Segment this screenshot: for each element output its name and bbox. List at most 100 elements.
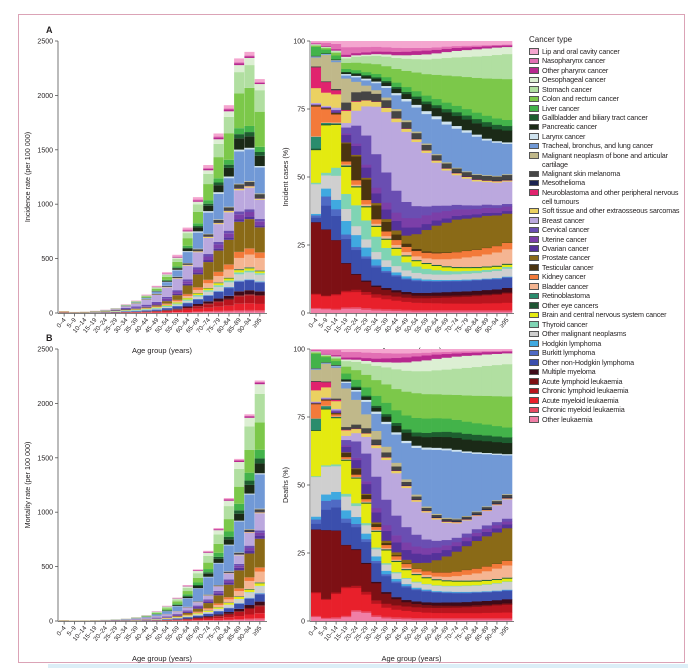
segment-a-pct-2-24 xyxy=(331,123,342,124)
segment-b-pct-1-23 xyxy=(321,405,332,407)
segment-a-pct-8-16 xyxy=(391,121,402,191)
segment-a-pct-0-23 xyxy=(311,135,322,137)
segment-a-pct-2-3 xyxy=(331,50,342,52)
segment-a-pct-15-18 xyxy=(461,209,473,216)
legend-label: Prostate cancer xyxy=(542,253,591,263)
segment-b-pct-15-6 xyxy=(461,421,473,434)
segment-b-pct-17-4 xyxy=(481,365,493,396)
segment-a-pct-14-3 xyxy=(451,50,463,58)
segment-b-pct-16-7 xyxy=(471,434,483,441)
segment-b-rate-13-8 xyxy=(192,586,203,589)
segment-a-rate-15-22 xyxy=(213,271,224,277)
segment-b-pct-18-7 xyxy=(491,436,503,443)
segment-b-pct-15-32 xyxy=(461,601,473,606)
segment-b-rate-18-16 xyxy=(244,532,255,546)
segment-b-rate-19-6 xyxy=(254,449,265,459)
segment-a-pct-6-23 xyxy=(371,223,382,226)
segment-b-rate-17-8 xyxy=(234,513,245,521)
segment-b-pct-0-5 xyxy=(311,352,322,354)
segment-a-rate-12-3 xyxy=(182,231,193,234)
segment-a-rate-16-3 xyxy=(223,111,234,117)
segment-b-pct-15-28 xyxy=(461,585,473,592)
segment-b-pct-12-22 xyxy=(431,572,442,577)
segment-a-pct-12-13 xyxy=(431,159,442,161)
segment-a-pct-5-23 xyxy=(361,204,372,207)
segment-b-pct-3-35 xyxy=(341,587,352,616)
segment-a-pct-19-32 xyxy=(501,287,513,293)
segment-a-rate-11-1 xyxy=(172,256,183,257)
segment-a-rate-19-0 xyxy=(254,79,265,83)
segment-a-rate-11-0 xyxy=(172,254,183,257)
segment-a-pct-19-36 xyxy=(501,309,513,312)
segment-a-rate-15-16 xyxy=(213,224,224,242)
segment-b-rate-16-7 xyxy=(223,536,234,540)
segment-a-pct-12-27 xyxy=(431,270,442,275)
segment-a-pct-14-28 xyxy=(451,273,463,280)
segment-a-pct-12-26 xyxy=(431,265,442,271)
segment-b-pct-1-31 xyxy=(321,509,332,531)
segment-b-pct-2-2 xyxy=(331,354,342,357)
segment-b-pct-15-30 xyxy=(461,592,473,594)
segment-a-pct-10-10 xyxy=(411,107,422,132)
panel-b-mortality-rate-chart: 050010001500200025000–45–910–1415–1920–2… xyxy=(23,347,267,663)
segment-a-rate-19-3 xyxy=(254,84,265,91)
segment-b-rate-16-12 xyxy=(223,571,234,573)
segment-b-pct-1-30 xyxy=(321,500,332,510)
segment-b-pct-11-29 xyxy=(421,589,432,591)
segment-b-pct-9-19 xyxy=(401,549,412,560)
segment-a-pct-10-2 xyxy=(411,50,422,55)
legend-item: Breast cancer xyxy=(529,216,689,226)
segment-b-pct-7-0 xyxy=(381,349,392,354)
segment-a-rate-8-18 xyxy=(141,306,152,307)
segment-b-pct-14-6 xyxy=(451,419,463,433)
segment-b-pct-9-3 xyxy=(401,362,412,371)
segment-a-rate-17-32 xyxy=(234,291,245,296)
segment-b-pct-11-13 xyxy=(421,510,432,511)
segment-a-pct-19-5 xyxy=(501,78,513,121)
segment-a-pct-16-7 xyxy=(471,118,483,124)
segment-a-pct-17-35 xyxy=(481,303,493,311)
segment-a-rate-13-16 xyxy=(192,252,203,268)
segment-a-rate-19-36 xyxy=(254,310,265,312)
segment-a-rate-15-11 xyxy=(213,219,224,220)
segment-b-pct-9-31 xyxy=(401,587,412,601)
segment-a-rate-15-20 xyxy=(213,250,224,272)
segment-a-rate-15-7 xyxy=(213,182,224,186)
segment-b-pct-13-5 xyxy=(441,394,452,419)
segment-a-pct-15-15 xyxy=(461,176,473,179)
segment-a-pct-1-2 xyxy=(321,45,332,47)
segment-b-pct-15-5 xyxy=(461,395,473,422)
segment-a-pct-6-0 xyxy=(371,41,382,47)
segment-b-rate-15-22 xyxy=(213,603,224,606)
legend-label: Bladder cancer xyxy=(542,281,589,291)
segment-b-rate-18-3 xyxy=(244,417,255,427)
segment-a-pct-1-21 xyxy=(321,108,332,110)
segment-a-pct-12-34 xyxy=(431,297,442,304)
segment-a-pct-19-2 xyxy=(501,45,513,48)
segment-a-pct-5-31 xyxy=(361,258,372,281)
segment-a-pct-0-16 xyxy=(311,102,322,105)
segment-b-pct-9-8 xyxy=(401,432,412,441)
segment-a-pct-1-10 xyxy=(321,53,332,55)
segment-b-pct-7-17 xyxy=(381,499,392,526)
segment-b-pct-2-27 xyxy=(331,464,342,467)
segment-a-pct-19-26 xyxy=(501,264,513,267)
segment-b-pct-5-1 xyxy=(361,352,372,359)
segment-a-rate-19-23 xyxy=(254,257,265,271)
legend-label: Ovarian cancer xyxy=(542,243,589,253)
segment-b-pct-5-35 xyxy=(361,594,372,612)
panel-label-b: B xyxy=(46,333,53,343)
segment-b-pct-4-10 xyxy=(351,391,362,400)
segment-b-pct-2-31 xyxy=(331,507,342,531)
segment-a-pct-6-21 xyxy=(371,205,382,220)
segment-a-pct-10-32 xyxy=(411,292,422,296)
segment-b-rate-18-11 xyxy=(244,529,255,530)
segment-a-pct-11-7 xyxy=(421,101,432,105)
segment-a-pct-15-33 xyxy=(461,295,473,297)
segment-a-pct-17-32 xyxy=(481,289,493,295)
segment-a-pct-16-32 xyxy=(471,290,483,295)
segment-b-rate-19-20 xyxy=(254,538,265,568)
segment-a-rate-13-36 xyxy=(192,311,203,313)
x-tick-label: 0–4 xyxy=(56,624,68,637)
segment-b-pct-15-26 xyxy=(461,581,473,586)
